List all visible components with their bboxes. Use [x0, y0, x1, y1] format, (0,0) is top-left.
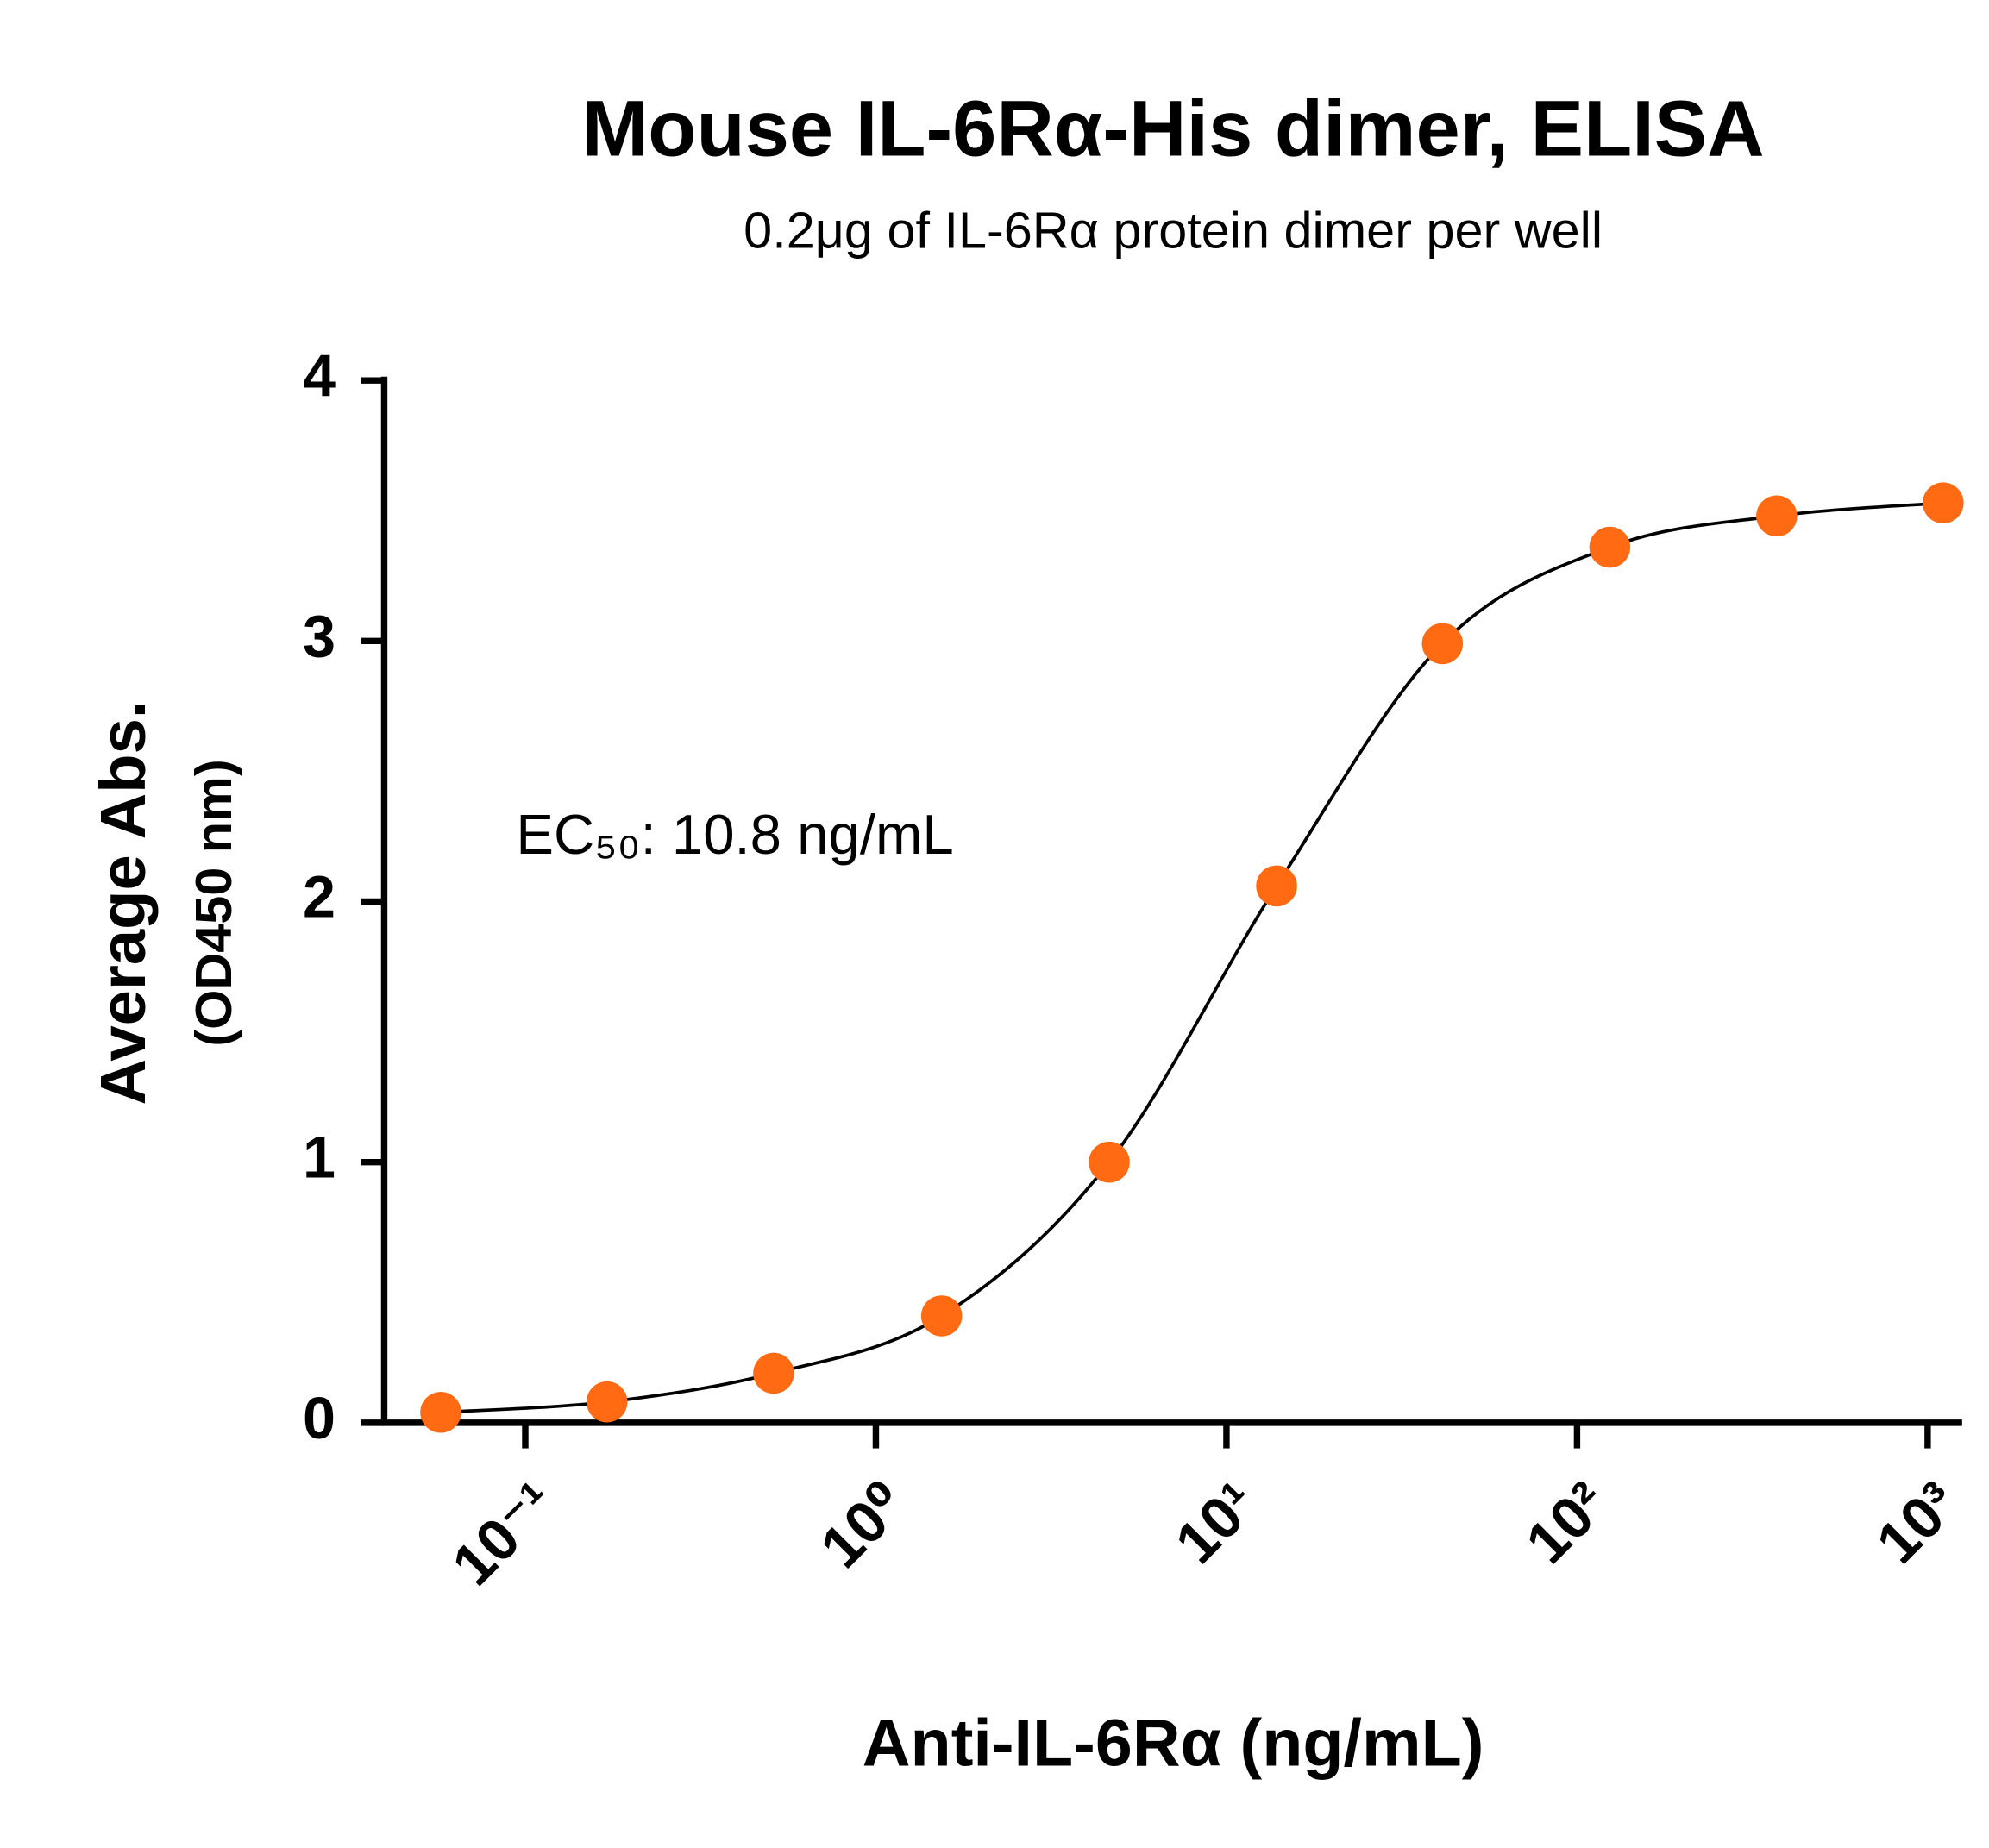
data-point [586, 1381, 628, 1423]
data-point [1089, 1141, 1130, 1183]
x-tick-label: 10² [1514, 1469, 1621, 1576]
y-axis-label: Average Abs. [87, 701, 159, 1106]
x-tick-label: 10¹ [1163, 1469, 1270, 1576]
x-tick-label: 10⁰ [808, 1469, 919, 1581]
data-point [420, 1392, 461, 1433]
y-tick-label: 0 [303, 1386, 336, 1451]
data-point [1923, 482, 1964, 523]
data-point [920, 1295, 963, 1337]
fit-curve [440, 501, 1943, 1414]
annotation: EC₅₀: 10.8 ng/mL [516, 803, 953, 866]
data-point [753, 1352, 794, 1394]
y-tick-label: 4 [303, 343, 336, 409]
x-tick-label: 10³ [1864, 1469, 1971, 1576]
y-tick-label: 2 [303, 865, 336, 930]
chart-title: Mouse IL-6Rα-His dimer, ELISA [582, 84, 1765, 172]
y-tick-label: 1 [303, 1125, 336, 1191]
y-tick-label: 3 [303, 604, 336, 669]
chart-subtitle: 0.2μg of IL-6Rα protein dimer per well [744, 202, 1603, 260]
data-point [1421, 623, 1464, 665]
y-axis-label: (OD450 nm) [185, 759, 242, 1046]
data-point [1756, 495, 1798, 537]
data-point [1256, 865, 1297, 907]
x-tick-label: 10⁻¹ [440, 1469, 568, 1598]
data-point [1589, 526, 1631, 568]
x-axis-label: Anti-IL-6Rα (ng/mL) [863, 1706, 1484, 1780]
